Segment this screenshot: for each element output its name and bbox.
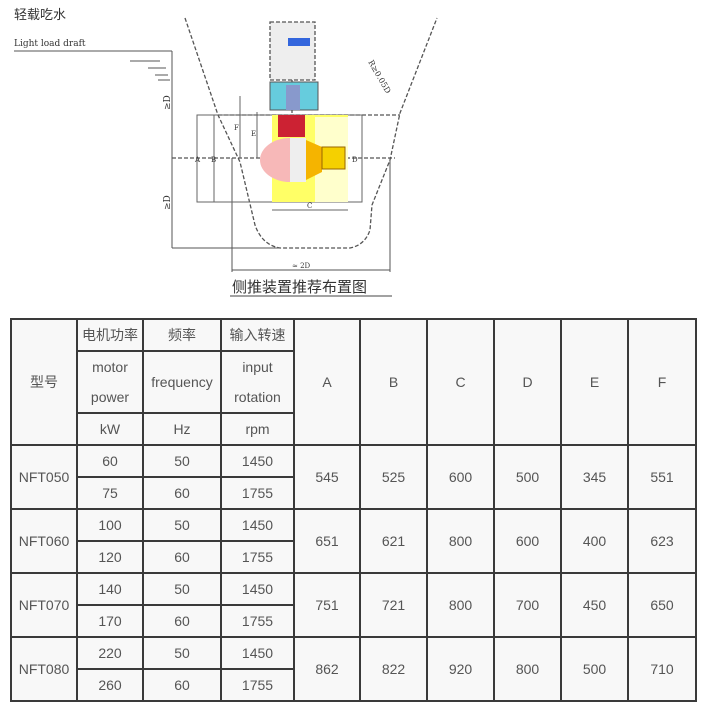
frequency-cell: 60 [142, 540, 222, 574]
speed-cell: 1450 [220, 572, 295, 606]
header-d: D [493, 318, 562, 446]
header-power-en-1: motor [92, 359, 128, 375]
frequency-cell: 60 [142, 604, 222, 638]
thruster-layout-diagram: 轻载吃水 Light load draft ≥D ≥D R≥0.05D A B … [14, 7, 438, 297]
speed-cell: 1755 [220, 540, 295, 574]
frequency-cell: 50 [142, 508, 222, 542]
specs-table: 型号 电机功率 频率 输入转速 A B C D E F motor power f… [10, 318, 697, 702]
dim-cell-c: 800 [426, 572, 495, 638]
frequency-cell: 50 [142, 636, 222, 670]
power-cell: 100 [76, 508, 144, 542]
dim-2d: ≈ 2D [292, 262, 311, 270]
dim-b: B [211, 156, 216, 164]
dim-cell-f: 551 [627, 444, 697, 510]
dim-cell-d: 500 [493, 444, 562, 510]
dim-radius: R≥0.05D [366, 59, 392, 96]
table-row: NFT050 60 50 1450 545 525 600 500 345 551 [10, 444, 697, 510]
table-row: 260 60 1755 [11, 668, 696, 702]
header-model: 型号 [10, 318, 78, 446]
dim-cell-b: 721 [359, 572, 428, 638]
header-speed-unit: rpm [220, 412, 295, 446]
header-a: A [293, 318, 361, 446]
speed-cell: 1450 [220, 508, 295, 542]
header-c: C [426, 318, 495, 446]
light-load-draft-en: Light load draft [14, 39, 86, 49]
header-f: F [627, 318, 697, 446]
frequency-cell: 50 [142, 444, 222, 478]
dim-cell-f: 710 [627, 636, 697, 702]
dim-cell-e: 450 [560, 572, 629, 638]
header-speed-en: input rotation [220, 350, 295, 414]
frequency-cell: 50 [142, 572, 222, 606]
header-e: E [560, 318, 629, 446]
header-freq-unit: Hz [142, 412, 222, 446]
header-power-en-2: power [90, 389, 130, 405]
dim-ge-d-bottom: ≥D [163, 195, 173, 210]
header-speed-en-2: rotation [234, 389, 281, 405]
dim-cell-c: 600 [426, 444, 495, 510]
table-row: NFT060 100 50 1450 651 621 800 600 400 623 [10, 508, 697, 574]
dim-cell-a: 862 [293, 636, 361, 702]
dim-cell-a: 751 [293, 572, 361, 638]
header-b: B [359, 318, 428, 446]
dim-cell-f: 650 [627, 572, 697, 638]
model-cell: NFT060 [10, 508, 78, 574]
table-row: 120 60 1755 [11, 540, 696, 574]
dim-cell-b: 822 [359, 636, 428, 702]
dim-cell-e: 345 [560, 444, 629, 510]
diagram-caption: 侧推装置推荐布置图 [232, 278, 367, 296]
table-row: 75 60 1755 [11, 476, 696, 510]
speed-cell: 1755 [220, 668, 295, 702]
light-load-draft-cn: 轻载吃水 [14, 7, 66, 23]
model-cell: NFT050 [10, 444, 78, 510]
dim-d: D [352, 156, 358, 164]
table-row: NFT070 140 50 1450 751 721 800 700 450 650 [10, 572, 697, 638]
dim-cell-e: 400 [560, 508, 629, 574]
power-cell: 260 [76, 668, 144, 702]
speed-cell: 1755 [220, 604, 295, 638]
power-cell: 120 [76, 540, 144, 574]
speed-cell: 1755 [220, 476, 295, 510]
header-power-cn: 电机功率 [76, 318, 144, 352]
dim-cell-c: 920 [426, 636, 495, 702]
header-speed-cn: 输入转速 [220, 318, 295, 352]
dim-cell-d: 800 [493, 636, 562, 702]
power-cell: 140 [76, 572, 144, 606]
power-cell: 220 [76, 636, 144, 670]
frequency-cell: 60 [142, 476, 222, 510]
power-cell: 75 [76, 476, 144, 510]
dim-cell-a: 651 [293, 508, 361, 574]
dim-cell-e: 500 [560, 636, 629, 702]
dim-ge-d-top: ≥D [163, 95, 173, 110]
dim-a: A [194, 156, 201, 164]
dim-cell-b: 525 [359, 444, 428, 510]
speed-cell: 1450 [220, 636, 295, 670]
model-cell: NFT080 [10, 636, 78, 702]
dim-cell-a: 545 [293, 444, 361, 510]
power-cell: 170 [76, 604, 144, 638]
speed-cell: 1450 [220, 444, 295, 478]
dim-cell-b: 621 [359, 508, 428, 574]
dim-f: F [234, 124, 239, 132]
header-power-en: motor power [76, 350, 144, 414]
model-cell: NFT070 [10, 572, 78, 638]
dim-cell-f: 623 [627, 508, 697, 574]
dim-cell-d: 600 [493, 508, 562, 574]
power-cell: 60 [76, 444, 144, 478]
dim-c: C [307, 202, 312, 210]
dim-cell-d: 700 [493, 572, 562, 638]
dim-e: E [251, 130, 256, 138]
dim-cell-c: 800 [426, 508, 495, 574]
table-row: 170 60 1755 [11, 604, 696, 638]
frequency-cell: 60 [142, 668, 222, 702]
header-freq-en: frequency [142, 350, 222, 414]
header-freq-cn: 频率 [142, 318, 222, 352]
header-power-unit: kW [76, 412, 144, 446]
header-speed-en-1: input [242, 359, 273, 375]
table-row: NFT080 220 50 1450 862 822 920 800 500 710 [10, 636, 697, 702]
